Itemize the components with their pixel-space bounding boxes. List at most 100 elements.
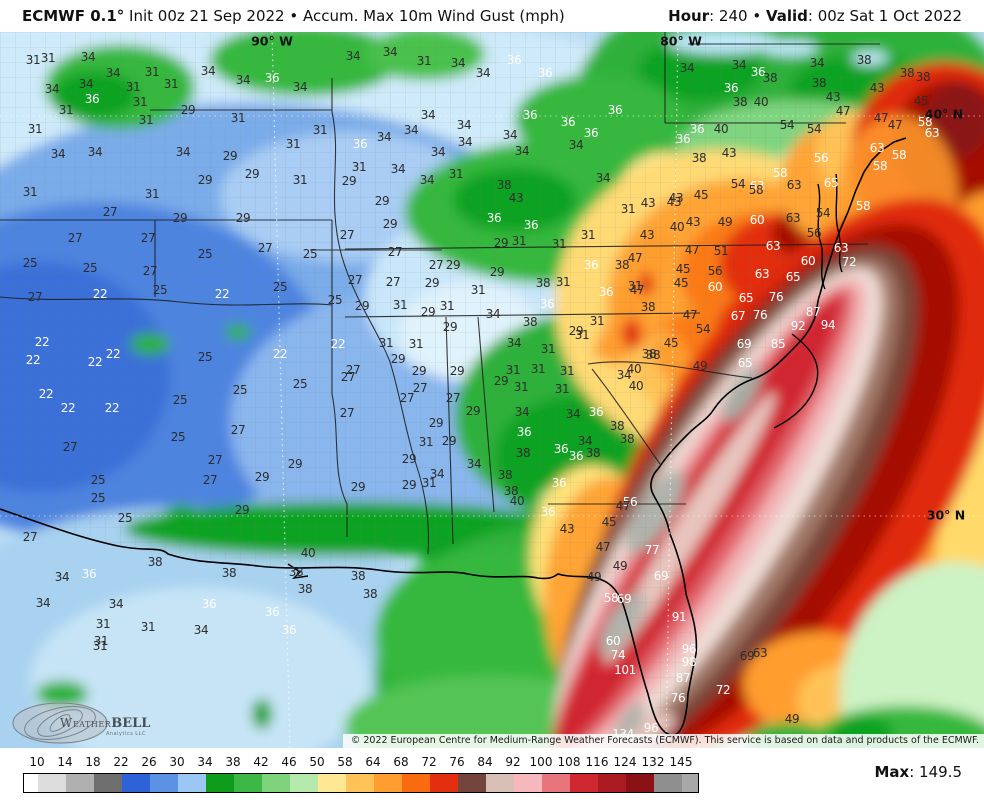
gust-value: 74: [610, 648, 626, 662]
gust-value: 34: [506, 336, 522, 350]
colorbar-tick: 92: [505, 755, 521, 769]
max-value: : 149.5: [909, 763, 962, 781]
gust-value: 58: [855, 199, 871, 213]
gust-value: 60: [749, 213, 765, 227]
gust-value: 34: [514, 144, 530, 158]
gust-value: 31: [620, 202, 636, 216]
max-label: Max: [874, 763, 910, 781]
gust-value: 36: [675, 132, 691, 146]
gust-value: 31: [408, 337, 424, 351]
gust-value: 63: [833, 241, 849, 255]
gust-value: 36: [81, 567, 97, 581]
gust-value: 22: [104, 401, 120, 415]
gust-value: 31: [470, 283, 486, 297]
gust-value: 31: [93, 634, 109, 648]
gust-value: 58: [872, 159, 888, 173]
gust-value: 25: [302, 247, 318, 261]
gust-value: 38: [640, 300, 656, 314]
gust-value: 34: [475, 66, 491, 80]
gust-value: 38: [147, 555, 163, 569]
gust-value: 49: [612, 559, 628, 573]
gust-value: 29: [374, 194, 390, 208]
gust-value: 36: [264, 71, 280, 85]
hour-label: Hour: [668, 7, 710, 25]
gust-value: 91: [671, 610, 687, 624]
gust-value: 31: [163, 77, 179, 91]
colorbar-tick: 72: [421, 755, 437, 769]
gust-value: 34: [514, 405, 530, 419]
gust-value: 45: [663, 336, 679, 350]
gust-value: 60: [707, 280, 723, 294]
gust-value: 47: [595, 540, 611, 554]
gust-value: 31: [589, 314, 605, 328]
gust-value: 45: [913, 94, 929, 108]
gust-value: 29: [449, 364, 465, 378]
gust-value: 65: [785, 270, 801, 284]
gust-value: 38: [497, 468, 513, 482]
gust-value: 72: [715, 683, 731, 697]
gust-value: 29: [445, 258, 461, 272]
colorbar: [23, 773, 699, 793]
gust-value: 34: [35, 596, 51, 610]
gust-value: 31: [418, 435, 434, 449]
gust-value: 31: [138, 113, 154, 127]
gust-value: 34: [577, 434, 593, 448]
gust-value: 36: [486, 211, 502, 225]
gust-value: 31: [285, 137, 301, 151]
gust-value: 36: [523, 218, 539, 232]
colorbar-tick: 46: [281, 755, 297, 769]
graticule-lines: [0, 32, 984, 748]
gust-value: 40: [300, 546, 316, 560]
gust-value: 34: [175, 145, 191, 159]
gust-value: 43: [508, 191, 524, 205]
watermark-brand: WeatherBELL: [60, 716, 150, 731]
gust-value: 31: [27, 122, 43, 136]
gust-value: 60: [800, 254, 816, 268]
gust-value: 29: [390, 352, 406, 366]
gust-value: 29: [172, 211, 188, 225]
gust-value: 36: [516, 425, 532, 439]
gust-value: 36: [553, 442, 569, 456]
gust-value: 31: [392, 298, 408, 312]
gust-value: 34: [595, 171, 611, 185]
colorbar-cell: [66, 774, 94, 792]
gust-value: 54: [695, 322, 711, 336]
colorbar-tick: 42: [253, 755, 269, 769]
gust-value: 29: [180, 103, 196, 117]
gust-value: 38: [691, 151, 707, 165]
gust-value: 29: [442, 320, 458, 334]
colorbar-cell: [150, 774, 178, 792]
watermark-weather: Weather: [60, 716, 112, 730]
colorbar-tick: 10: [29, 755, 45, 769]
gust-value: 29: [354, 299, 370, 313]
gust-value: 27: [340, 370, 356, 384]
colorbar-tick: 145: [669, 755, 693, 769]
gust-value: 54: [806, 122, 822, 136]
gust-value: 38: [221, 566, 237, 580]
gust-value: 27: [22, 530, 38, 544]
gust-value: 38: [515, 446, 531, 460]
gust-value: 29: [401, 478, 417, 492]
gust-value: 25: [327, 293, 343, 307]
gust-value: 27: [62, 440, 78, 454]
colorbar-cell: [514, 774, 542, 792]
gust-value: 49: [692, 359, 708, 373]
gust-value: 34: [466, 457, 482, 471]
gust-value: 54: [779, 118, 795, 132]
colorbar-tick: 68: [393, 755, 409, 769]
gust-value: 27: [207, 453, 223, 467]
colorbar-cell: [626, 774, 654, 792]
gust-value: 38: [503, 484, 519, 498]
colorbar-tick: 50: [309, 755, 325, 769]
gust-value: 47: [629, 283, 645, 297]
gust-value: 25: [292, 377, 308, 391]
map-title-model: ECMWF 0.1°: [22, 7, 125, 25]
gust-value: 36: [568, 449, 584, 463]
gust-value: 31: [312, 123, 328, 137]
gust-value: 40: [509, 494, 525, 508]
gust-value: 45: [673, 276, 689, 290]
gust-value: 38: [609, 419, 625, 433]
gust-value: 40: [713, 122, 729, 136]
gust-value: 43: [825, 90, 841, 104]
